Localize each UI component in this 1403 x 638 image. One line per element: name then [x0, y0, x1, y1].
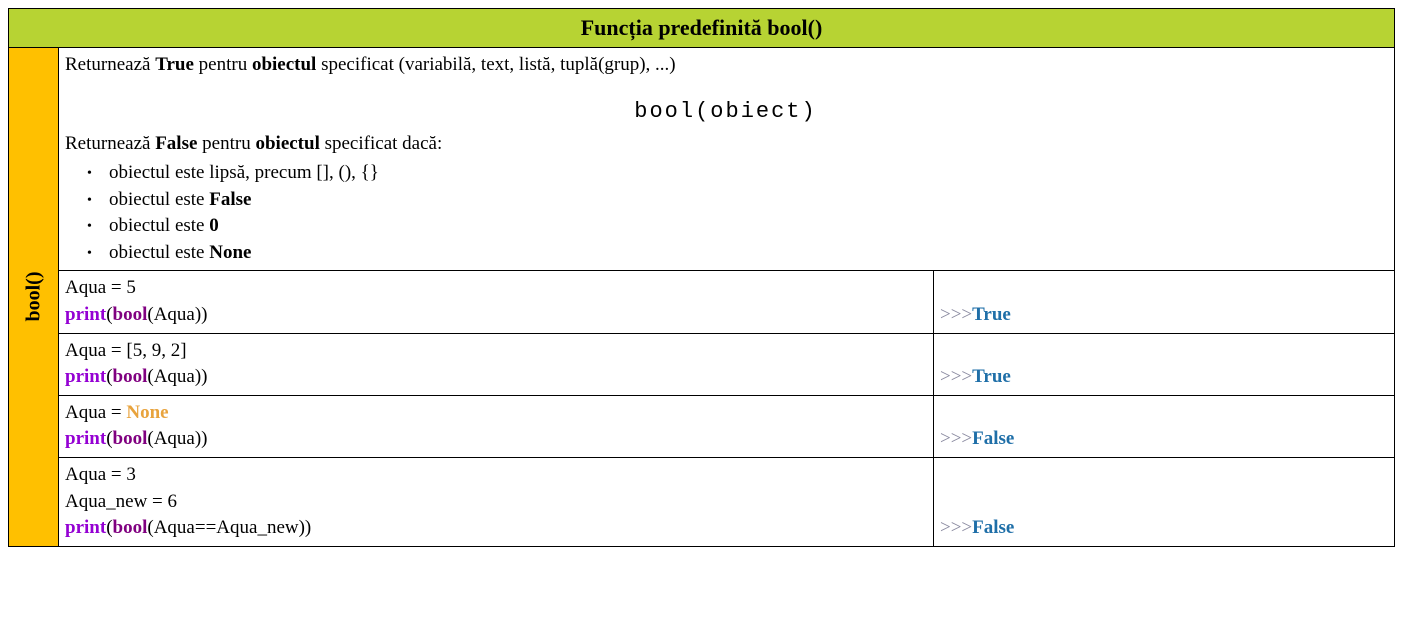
result-value: False [972, 428, 1014, 449]
side-label-text: bool() [22, 272, 45, 322]
code-line: Aqua = 3 [65, 462, 925, 489]
output-cell: >>>True [934, 271, 1394, 332]
example-row: Aqua = None print(bool(Aqua)) >>>False [59, 396, 1394, 458]
none-keyword: None [126, 402, 168, 423]
bullet-item: obiectul este False [109, 187, 1386, 214]
code-line: print(bool(Aqua==Aqua_new)) [65, 515, 925, 542]
output-cell: >>>True [934, 334, 1394, 395]
bullet-item: obiectul este lipsă, precum [], (), {} [109, 160, 1386, 187]
repl-prompt: >>> [940, 428, 972, 449]
description-cell: Returnează True pentru obiectul specific… [59, 48, 1394, 271]
code-line: print(bool(Aqua)) [65, 364, 925, 391]
code-cell: Aqua = None print(bool(Aqua)) [59, 396, 934, 457]
code-line: Aqua = [5, 9, 2] [65, 338, 925, 365]
bullet-item: obiectul este None [109, 240, 1386, 267]
print-keyword: print [65, 517, 106, 538]
content-column: Returnează True pentru obiectul specific… [59, 48, 1394, 546]
code-cell: Aqua = [5, 9, 2] print(bool(Aqua)) [59, 334, 934, 395]
bool-function: bool [113, 366, 148, 387]
desc-line-2: Returnează False pentru obiectul specifi… [65, 131, 1386, 158]
result-value: True [972, 304, 1011, 325]
code-line: print(bool(Aqua)) [65, 302, 925, 329]
table-body: bool() Returnează True pentru obiectul s… [9, 48, 1394, 546]
print-keyword: print [65, 304, 106, 325]
bool-function: bool [113, 304, 148, 325]
table-header: Funcția predefinită bool() [9, 9, 1394, 48]
bool-function: bool [113, 428, 148, 449]
side-label-cell: bool() [9, 48, 59, 546]
print-keyword: print [65, 428, 106, 449]
example-row: Aqua = 5 print(bool(Aqua)) >>>True [59, 271, 1394, 333]
bool-function: bool [113, 517, 148, 538]
repl-prompt: >>> [940, 517, 972, 538]
code-line: Aqua_new = 6 [65, 489, 925, 516]
code-cell: Aqua = 5 print(bool(Aqua)) [59, 271, 934, 332]
desc-line-1: Returnează True pentru obiectul specific… [65, 52, 1386, 79]
bool-reference-table: Funcția predefinită bool() bool() Return… [8, 8, 1395, 547]
syntax-line: bool(obiect) [65, 97, 1386, 128]
output-cell: >>>False [934, 396, 1394, 457]
result-value: True [972, 366, 1011, 387]
output-cell: >>>False [934, 458, 1394, 546]
example-row: Aqua = [5, 9, 2] print(bool(Aqua)) >>>Tr… [59, 334, 1394, 396]
print-keyword: print [65, 366, 106, 387]
code-line: Aqua = None [65, 400, 925, 427]
example-row: Aqua = 3 Aqua_new = 6 print(bool(Aqua==A… [59, 458, 1394, 546]
repl-prompt: >>> [940, 366, 972, 387]
bullet-list: obiectul este lipsă, precum [], (), {} o… [65, 160, 1386, 266]
result-value: False [972, 517, 1014, 538]
code-cell: Aqua = 3 Aqua_new = 6 print(bool(Aqua==A… [59, 458, 934, 546]
code-line: Aqua = 5 [65, 275, 925, 302]
code-line: print(bool(Aqua)) [65, 426, 925, 453]
bullet-item: obiectul este 0 [109, 213, 1386, 240]
repl-prompt: >>> [940, 304, 972, 325]
